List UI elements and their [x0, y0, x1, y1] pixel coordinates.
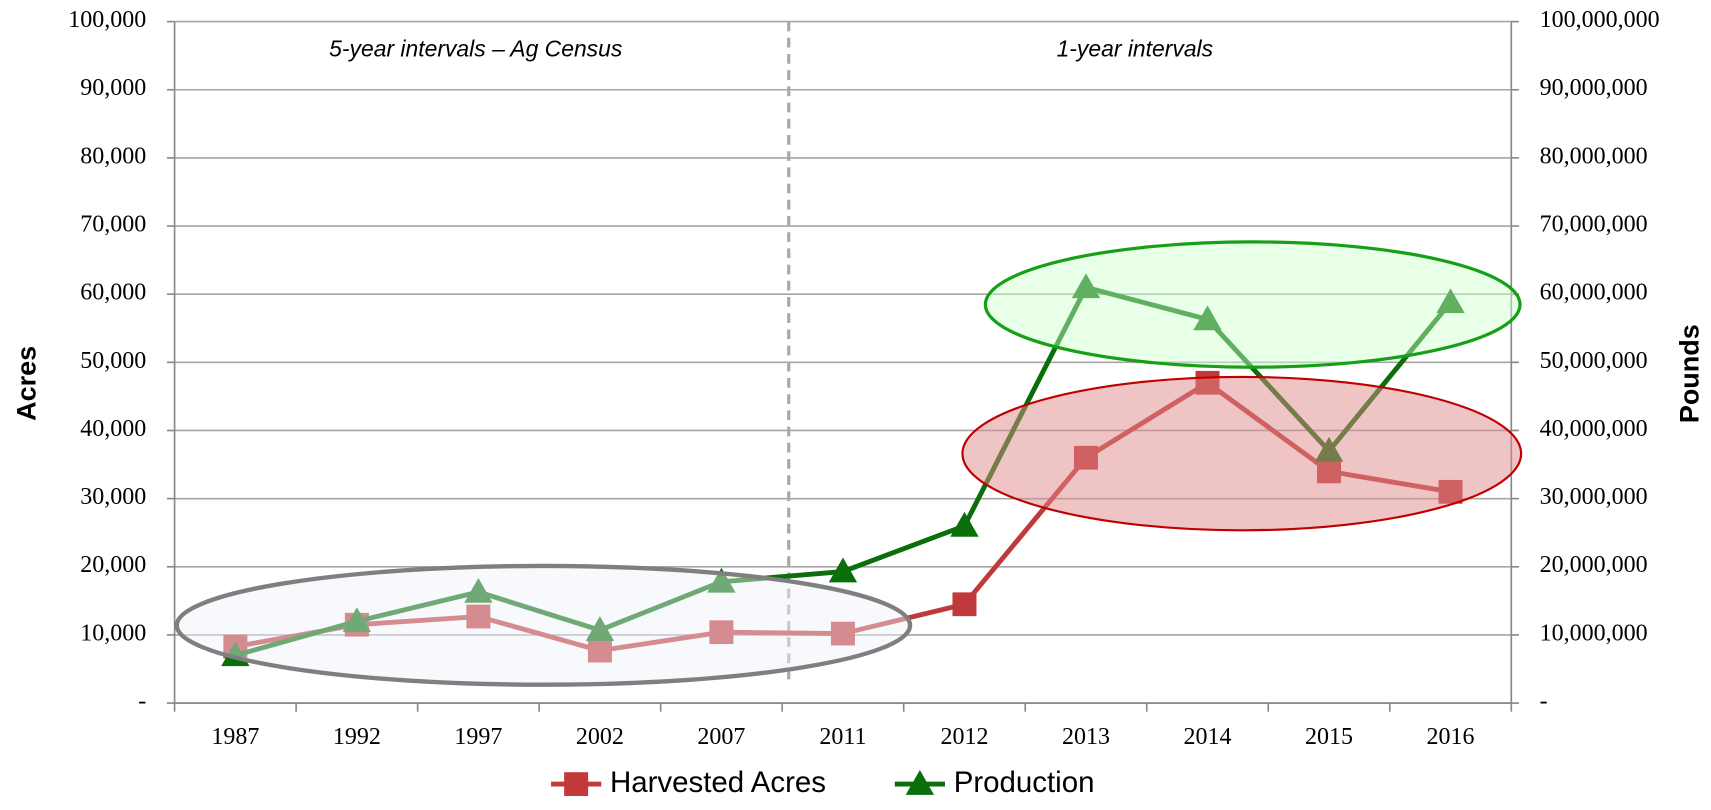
y-tick-label: 10,000 [80, 620, 146, 646]
y2-tick-label: 10,000,000 [1540, 620, 1648, 646]
y-tick-label: 70,000 [80, 212, 146, 238]
x-tick-label: 2013 [1062, 724, 1110, 750]
legend-label: Production [954, 766, 1095, 799]
legend-marker [905, 770, 935, 795]
y2-axis-label: Pounds [1673, 324, 1704, 423]
x-tick-label: 1997 [454, 724, 502, 750]
y2-tick-label: 100,000,000 [1540, 7, 1660, 33]
data-point [830, 621, 855, 646]
data-point [1193, 305, 1222, 331]
data-point [585, 616, 615, 641]
y2-tick-label: 60,000,000 [1540, 280, 1648, 306]
y-tick-label: 80,000 [80, 143, 146, 169]
legend-label: Harvested Acres [610, 766, 826, 799]
annotation: 1-year intervals [1057, 36, 1214, 62]
data-point [709, 620, 734, 645]
y-tick-label: 90,000 [80, 75, 146, 101]
data-point [587, 638, 612, 663]
y-tick-label: - [138, 689, 146, 715]
y2-tick-label: 80,000,000 [1540, 143, 1648, 169]
x-tick-label: 2016 [1427, 724, 1475, 750]
data-point [466, 604, 491, 629]
y2-tick-label: 50,000,000 [1540, 348, 1648, 374]
y2-tick-label: 70,000,000 [1540, 212, 1648, 238]
y-tick-label: 20,000 [80, 552, 146, 578]
highlight-ellipse [174, 563, 913, 687]
y-tick-label: 100,000 [68, 7, 146, 33]
annotation: 5-year intervals – Ag Census [329, 36, 622, 62]
x-tick-label: 2002 [576, 724, 624, 750]
data-point [828, 557, 858, 583]
y-tick-label: 30,000 [80, 484, 146, 510]
x-tick-label: 1987 [211, 724, 259, 750]
y2-tick-label: - [1540, 689, 1548, 715]
highlight-ellipse [961, 375, 1523, 532]
x-tick-label: 2015 [1305, 724, 1353, 750]
data-point [464, 577, 493, 603]
y2-tick-label: 90,000,000 [1540, 75, 1648, 101]
x-tick-label: 2014 [1184, 724, 1232, 750]
x-tick-label: 2011 [819, 724, 866, 750]
x-tick-label: 2007 [697, 724, 745, 750]
data-point [342, 607, 372, 633]
data-point [952, 592, 977, 617]
y2-tick-label: 30,000,000 [1540, 484, 1648, 510]
data-point [707, 567, 736, 593]
data-point [1071, 273, 1101, 299]
data-point [1436, 288, 1465, 314]
legend-marker [564, 772, 589, 796]
y2-tick-label: 40,000,000 [1540, 416, 1648, 442]
x-tick-label: 1992 [333, 724, 381, 750]
y-tick-label: 60,000 [80, 280, 146, 306]
x-tick-label: 2012 [940, 724, 988, 750]
highlight-ellipse [983, 240, 1522, 369]
y-tick-label: 40,000 [80, 416, 146, 442]
y2-tick-label: 20,000,000 [1540, 552, 1648, 578]
y-axis-label: Acres [10, 346, 41, 421]
data-point [950, 511, 979, 537]
y-tick-label: 50,000 [80, 348, 146, 374]
